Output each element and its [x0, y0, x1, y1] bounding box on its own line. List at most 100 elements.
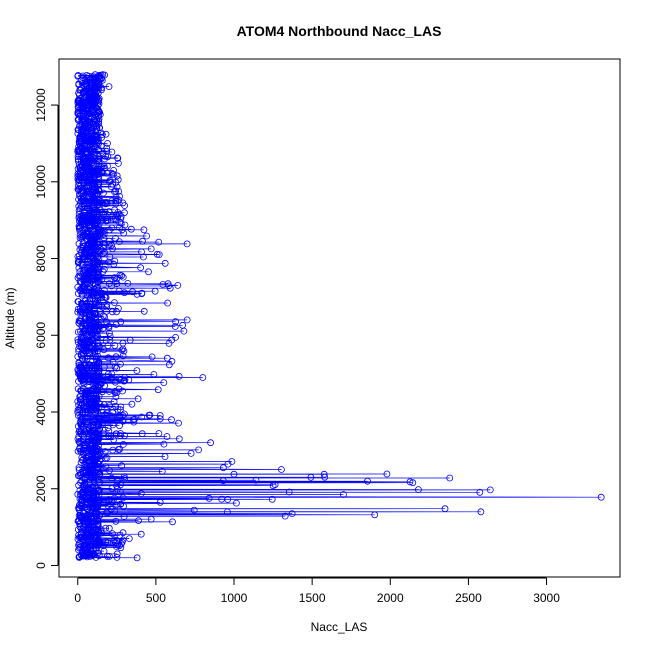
data-point: [111, 299, 118, 307]
data-point: [285, 488, 293, 496]
data-point: [153, 250, 161, 258]
data-point: [87, 362, 94, 369]
data-point: [116, 219, 123, 227]
data-point: [84, 438, 92, 446]
data-point: [117, 430, 124, 437]
data-point: [183, 316, 191, 324]
data-point: [94, 340, 102, 347]
data-point: [218, 495, 226, 503]
data-point: [125, 535, 133, 542]
data-point: [113, 280, 121, 288]
data-point: [106, 500, 114, 508]
data-point: [117, 500, 124, 508]
data-point: [441, 505, 449, 513]
data-point: [383, 470, 391, 478]
data-point: [118, 346, 126, 354]
data-point: [113, 430, 120, 438]
data-point: [94, 430, 102, 438]
data-point: [307, 473, 315, 481]
data-point: [106, 336, 114, 344]
data-point: [76, 427, 83, 435]
data-point: [159, 281, 167, 288]
data-point: [113, 416, 121, 424]
data-point: [94, 421, 102, 429]
data-point: [116, 271, 124, 279]
data-point: [321, 473, 329, 481]
data-point: [120, 473, 128, 481]
data-point: [75, 80, 83, 88]
data-point: [85, 206, 93, 214]
data-point: [110, 170, 117, 178]
y-tick-label: 10000: [34, 165, 48, 199]
data-point: [174, 281, 182, 289]
data-point: [409, 479, 417, 487]
data-point: [85, 378, 93, 386]
data-point: [111, 494, 118, 502]
data-point: [127, 225, 135, 233]
data-point: [94, 520, 101, 528]
data-point: [105, 83, 113, 90]
data-point: [104, 217, 111, 225]
data-point: [77, 396, 85, 404]
data-point: [112, 353, 120, 361]
data-point: [92, 485, 100, 493]
data-point: [108, 212, 116, 220]
data-point: [172, 333, 180, 341]
y-axis-label: Altitude (m): [3, 287, 17, 348]
data-point: [103, 147, 111, 155]
y-tick-label: 4000: [34, 398, 48, 425]
data-point: [90, 258, 97, 266]
data-point: [101, 363, 108, 371]
data-point: [175, 419, 182, 427]
data-point: [113, 172, 121, 180]
data-point: [117, 403, 125, 411]
data-point: [86, 485, 93, 493]
data-point: [89, 417, 97, 425]
data-point: [114, 176, 122, 184]
data-point: [108, 197, 115, 205]
data-point: [79, 72, 87, 80]
data-point: [74, 298, 82, 305]
data-point: [95, 158, 103, 166]
data-point: [109, 530, 116, 537]
data-point: [95, 117, 103, 125]
data-point: [156, 412, 164, 419]
data-point: [130, 418, 138, 426]
data-point: [116, 224, 123, 231]
data-point: [230, 470, 238, 478]
data-point: [91, 151, 99, 159]
data-point: [94, 332, 101, 340]
data-point: [119, 273, 127, 281]
data-point: [163, 354, 171, 362]
y-tick-label: 2000: [34, 475, 48, 502]
data-point: [115, 287, 123, 295]
data-point: [106, 253, 114, 261]
data-point: [140, 307, 148, 315]
data-point: [75, 466, 83, 474]
data-point: [111, 387, 119, 395]
data-point: [155, 238, 163, 246]
data-point: [113, 554, 121, 561]
data-point: [207, 439, 215, 447]
data-point: [364, 477, 371, 485]
data-point: [74, 353, 82, 361]
data-point: [100, 547, 108, 555]
data-point: [129, 416, 137, 424]
data-point: [79, 526, 86, 533]
data-point: [87, 469, 95, 477]
data-point: [126, 336, 134, 344]
data-point: [112, 234, 119, 242]
data-point: [95, 175, 103, 183]
data-point: [100, 346, 108, 354]
data-point: [105, 241, 113, 249]
data-point: [103, 307, 110, 315]
data-point: [121, 373, 128, 381]
data-point: [137, 530, 145, 538]
data-point: [219, 464, 227, 472]
data-point: [110, 166, 117, 174]
data-point: [98, 275, 106, 283]
data-point: [98, 131, 106, 138]
data-point: [190, 506, 198, 514]
data-point: [86, 116, 93, 123]
data-point: [94, 371, 101, 379]
